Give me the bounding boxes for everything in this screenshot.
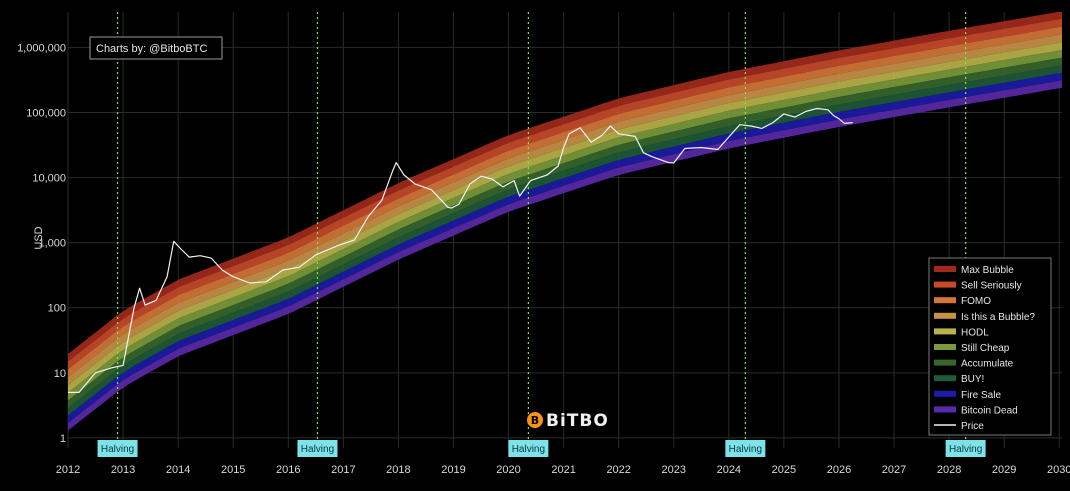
- halving-label-box: [725, 440, 766, 457]
- y-axis-label: USD: [33, 226, 45, 249]
- legend-swatch-bitcoin-dead: [934, 406, 956, 413]
- bitbo-logo-glyph: B: [531, 414, 539, 427]
- y-tick-label: 100: [48, 303, 66, 315]
- legend-swatch-sell-seriously: [934, 281, 956, 288]
- legend-label-hodl: HODL: [961, 327, 989, 338]
- halving-label-box: [97, 440, 138, 457]
- x-tick-label: 2027: [882, 464, 906, 476]
- y-tick-label: 1,000: [38, 238, 66, 250]
- credit-box: Charts by: @BitboBTC: [89, 36, 223, 60]
- x-tick-label: 2023: [662, 464, 686, 476]
- x-tick-label: 2020: [496, 464, 520, 476]
- legend: Max Bubble Sell Seriously FOMO Is this a Bu…: [928, 257, 1052, 436]
- x-tick-label: 2029: [992, 464, 1016, 476]
- price-line: [68, 107, 853, 393]
- legend-label-max-bubble: Max Bubble: [961, 265, 1014, 276]
- bitbo-logo-icon: [527, 412, 543, 428]
- legend-swatch-fire-sale: [934, 390, 956, 397]
- legend-swatch-buy: [934, 375, 956, 382]
- halving-label: Halving: [729, 444, 762, 455]
- legend-label-fomo: FOMO: [961, 296, 991, 307]
- grid: [67, 12, 1062, 448]
- x-tick-label: 2025: [772, 464, 796, 476]
- legend-swatch-hodl: [934, 328, 956, 335]
- x-tick-label: 2028: [937, 464, 961, 476]
- legend-label-bitcoin-dead: Bitcoin Dead: [961, 405, 1018, 416]
- legend-label-is-this-a-bubble: Is this a Bubble?: [961, 312, 1035, 323]
- x-axis: 2012 2013 2014 2015 2016 2017 2018 2019 2020 2021…: [56, 464, 1070, 476]
- y-tick-label: 10,000: [32, 173, 66, 185]
- price-layer: [68, 107, 853, 393]
- x-tick-label: 2015: [221, 464, 245, 476]
- legend-label-fire-sale: Fire Sale: [961, 390, 1001, 401]
- legend-swatch-is-this-a-bubble: [934, 312, 956, 319]
- x-tick-label: 2026: [827, 464, 851, 476]
- legend-swatch-still-cheap: [934, 344, 956, 350]
- y-tick-label: 1: [60, 433, 66, 445]
- y-tick-label: 10: [54, 368, 66, 380]
- bitbo-logo: B BiTBO: [527, 411, 609, 431]
- halving-label: Halving: [512, 444, 545, 455]
- legend-swatch-fomo: [934, 297, 956, 304]
- x-tick-label: 2016: [276, 464, 300, 476]
- y-axis: 1 10 100 1,000 10,000 100,000 1,000,000: [17, 42, 66, 445]
- x-tick-label: 2012: [56, 464, 80, 476]
- y-tick-label: 1,000,000: [17, 42, 66, 54]
- x-tick-label: 2024: [717, 464, 741, 476]
- x-tick-label: 2019: [441, 464, 465, 476]
- x-tick-label: 2013: [111, 464, 135, 476]
- legend-label-accumulate: Accumulate: [961, 359, 1014, 370]
- rainbow-bands: [68, 12, 1062, 431]
- legend-label-still-cheap: Still Cheap: [961, 343, 1010, 354]
- legend-label-price: Price: [961, 421, 984, 432]
- x-tick-label: 2022: [606, 464, 630, 476]
- halving-labels: Halving Halving Halving Halving Halving: [97, 440, 986, 457]
- halving-label: Halving: [949, 444, 982, 455]
- x-tick-label: 2021: [551, 464, 575, 476]
- halving-label-box: [297, 440, 338, 457]
- halving-label-box: [508, 440, 549, 457]
- halving-label: Halving: [101, 444, 134, 455]
- legend-swatch-accumulate: [934, 359, 956, 366]
- y-tick-label: 100,000: [26, 107, 66, 119]
- x-tick-label: 2017: [331, 464, 355, 476]
- halving-label-box: [945, 440, 986, 457]
- credit-text: Charts by: @BitboBTC: [96, 43, 207, 55]
- x-tick-label: 2018: [386, 464, 410, 476]
- halving-label: Halving: [301, 444, 334, 455]
- x-tick-label: 2014: [166, 464, 190, 476]
- x-tick-label: 2030: [1047, 464, 1070, 476]
- legend-label-buy: BUY!: [961, 374, 984, 385]
- legend-label-sell-seriously: Sell Seriously: [961, 281, 1022, 292]
- legend-swatch-max-bubble: [934, 266, 956, 272]
- bitbo-logo-text: BiTBO: [546, 411, 609, 431]
